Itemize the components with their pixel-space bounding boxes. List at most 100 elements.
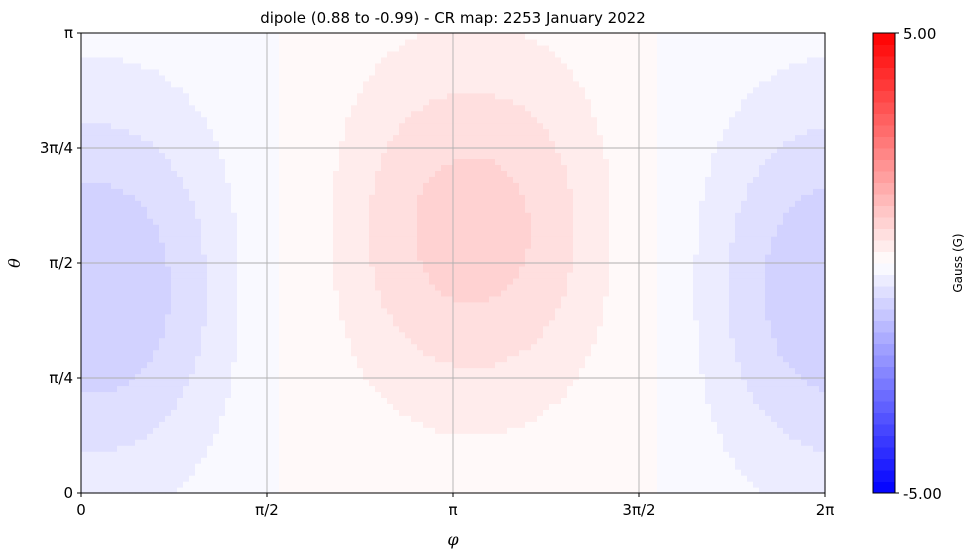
heatmap-cell [273,104,280,112]
heatmap-cell [315,128,322,136]
heatmap-cell [393,457,400,464]
heatmap-cell [183,367,190,375]
heatmap-cell [219,367,226,375]
heatmap-cell [429,224,436,231]
heatmap-cell [207,80,214,88]
heatmap-cell [393,122,400,130]
heatmap-cell [117,92,124,100]
heatmap-cell [417,140,424,148]
heatmap-cell [147,56,154,64]
heatmap-cell [423,469,430,476]
heatmap-cell [249,134,256,142]
heatmap-cell [465,248,472,255]
heatmap-cell [285,158,292,166]
heatmap-cell [465,385,472,393]
heatmap-cell [285,152,292,160]
heatmap-cell [237,68,244,76]
heatmap-cell [339,33,346,40]
heatmap-cell [363,242,370,249]
heatmap-cell [135,301,142,309]
heatmap-cell [315,289,322,297]
heatmap-cell [399,277,406,285]
heatmap-cell [255,445,262,452]
heatmap-cell [195,200,202,207]
heatmap-cell [183,331,190,339]
heatmap-cell [195,403,202,410]
heatmap-cell [93,409,100,416]
heatmap-cell [117,38,124,46]
heatmap-cell [309,313,316,321]
heatmap-cell [309,176,316,183]
heatmap-cell [417,44,424,52]
heatmap-cell [201,265,208,273]
heatmap-cell [357,487,364,494]
heatmap-cell [165,415,172,422]
heatmap-cell [327,349,334,357]
heatmap-cell [267,80,274,88]
heatmap-cell [279,307,286,315]
heatmap-cell [255,265,262,273]
heatmap-cell [231,98,238,106]
heatmap-cell [165,427,172,434]
heatmap-cell [117,475,124,482]
heatmap-cell [399,271,406,279]
heatmap-cell [183,421,190,428]
heatmap-cell [141,343,148,351]
heatmap-cell [81,122,88,130]
heatmap-cell [111,343,118,351]
heatmap-cell [99,481,106,488]
heatmap-cell [207,427,214,434]
heatmap-cell [429,397,436,404]
heatmap-cell [189,277,196,285]
heatmap-cell [147,439,154,446]
heatmap-cell [417,33,424,40]
heatmap-cell [237,218,244,225]
heatmap-cell [111,283,118,291]
heatmap-cell [423,242,430,249]
heatmap-cell [105,230,112,237]
heatmap-cell [411,271,418,279]
heatmap-cell [231,110,238,118]
heatmap-cell [87,319,94,327]
heatmap-cell [291,331,298,339]
heatmap-cell [291,301,298,309]
heatmap-cell [417,68,424,76]
heatmap-cell [189,373,196,381]
heatmap-cell [219,289,226,297]
heatmap-cell [225,188,232,195]
heatmap-cell [213,80,220,88]
heatmap-cell [261,463,268,470]
heatmap-cell [351,313,358,321]
heatmap-cell [279,313,286,321]
heatmap-cell [219,68,226,76]
heatmap-cell [405,319,412,327]
heatmap-cell [123,403,130,410]
heatmap-cell [375,481,382,488]
heatmap-cell [273,283,280,291]
heatmap-cell [345,403,352,410]
heatmap-cell [141,445,148,452]
heatmap-cell [333,134,340,142]
heatmap-cell [297,248,304,255]
heatmap-cell [309,469,316,476]
heatmap-cell [141,397,148,404]
heatmap-cell [201,433,208,440]
heatmap-cell [141,182,148,189]
heatmap-cell [141,80,148,88]
heatmap-cell [237,427,244,434]
heatmap-cell [249,337,256,345]
heatmap-cell [183,481,190,488]
heatmap-cell [207,68,214,76]
heatmap-cell [105,104,112,112]
heatmap-cell [459,313,466,321]
heatmap-cell [159,361,166,369]
heatmap-cell [363,62,370,70]
heatmap-cell [351,236,358,243]
heatmap-cell [201,188,208,195]
heatmap-cell [465,295,472,303]
heatmap-cell [369,176,376,183]
heatmap-cell [291,86,298,94]
heatmap-cell [261,152,268,160]
heatmap-cell [453,128,460,136]
heatmap-cell [441,176,448,183]
